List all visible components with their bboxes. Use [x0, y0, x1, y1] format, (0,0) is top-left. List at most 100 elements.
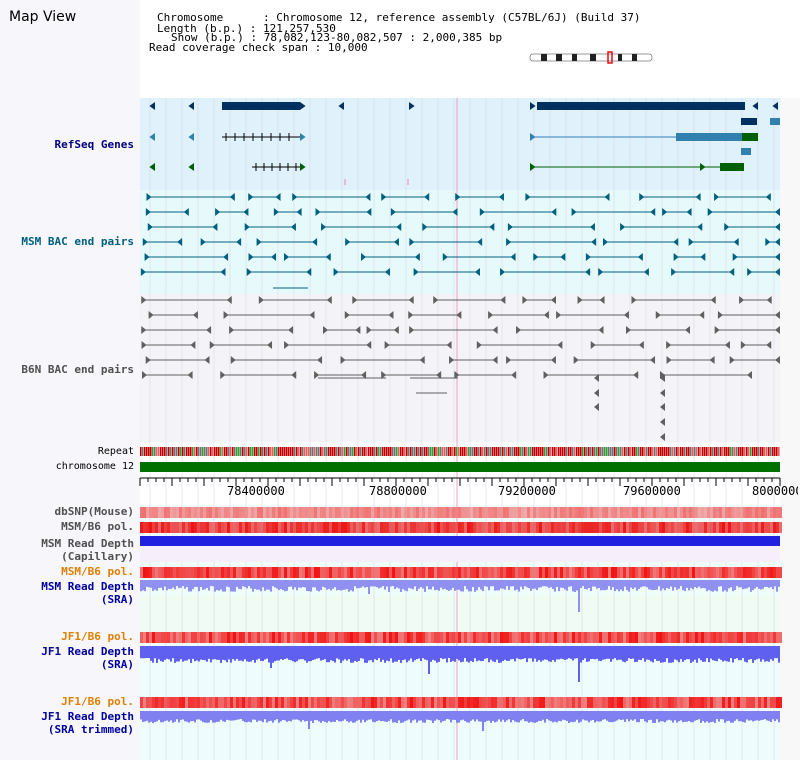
- depth-bar: [446, 646, 448, 663]
- track-label-msm-b6-pol-2[interactable]: MSM/B6 pol.: [61, 565, 134, 578]
- depth-bar: [268, 536, 270, 552]
- depth-bar: [504, 536, 506, 550]
- heat-mark: [536, 632, 539, 643]
- track-label-refseq-genes[interactable]: RefSeq Genes: [54, 138, 134, 151]
- heat-mark: [176, 522, 179, 533]
- heat-mark: [296, 632, 299, 643]
- depth-bar: [458, 711, 460, 723]
- heat-mark: [170, 567, 173, 578]
- depth-bar: [758, 580, 760, 589]
- depth-bar: [312, 646, 314, 661]
- heat-mark: [200, 507, 203, 518]
- heat-mark: [632, 522, 635, 533]
- heat-mark: [776, 507, 779, 518]
- depth-bar: [736, 646, 738, 659]
- track-label-jf1-depth-trimmed[interactable]: JF1 Read Depth: [41, 710, 134, 723]
- heat-mark: [542, 522, 545, 533]
- right-margin-bg: [780, 98, 800, 760]
- heat-mark: [701, 507, 704, 518]
- bac-end: [710, 296, 716, 304]
- heat-mark: [377, 507, 380, 518]
- heat-mark: [659, 697, 662, 708]
- heat-mark: [683, 567, 686, 578]
- depth-bar: [494, 580, 496, 591]
- heat-mark: [395, 567, 398, 578]
- repeat-mark: [520, 447, 522, 456]
- depth-bar: [482, 580, 484, 592]
- depth-bar: [156, 711, 158, 722]
- repeat-mark: [306, 447, 308, 456]
- repeat-mark: [160, 447, 162, 456]
- bac-end: [655, 311, 661, 319]
- ideogram-band: [590, 54, 596, 61]
- heat-mark: [710, 697, 713, 708]
- depth-bar: [338, 646, 340, 660]
- heat-mark: [707, 567, 710, 578]
- track-label-msm-bac[interactable]: MSM BAC end pairs: [21, 235, 134, 248]
- track-label-msm-b6-pol[interactable]: MSM/B6 pol.: [61, 520, 134, 533]
- depth-bar: [162, 580, 164, 591]
- heat-mark: [539, 507, 542, 518]
- track-label-jf1-depth-sra[interactable]: JF1 Read Depth: [41, 645, 134, 658]
- depth-bar: [542, 536, 544, 554]
- heat-mark: [488, 567, 491, 578]
- heat-mark: [635, 632, 638, 643]
- heat-mark: [755, 632, 758, 643]
- depth-bar: [246, 646, 248, 662]
- depth-bar: [726, 580, 728, 592]
- heat-mark: [536, 507, 539, 518]
- depth-bar: [734, 711, 736, 721]
- track-label-jf1-b6-pol-2[interactable]: JF1/B6 pol.: [61, 695, 134, 708]
- depth-bar: [688, 711, 690, 722]
- track-label-b6n-bac[interactable]: B6N BAC end pairs: [21, 363, 134, 376]
- heat-mark: [686, 522, 689, 533]
- heat-mark: [446, 522, 449, 533]
- heat-mark: [509, 632, 512, 643]
- bac-end: [660, 389, 665, 397]
- depth-bar: [624, 711, 626, 722]
- heat-mark: [644, 507, 647, 518]
- repeat-mark: [194, 447, 196, 456]
- heat-mark: [674, 697, 677, 708]
- heat-mark: [545, 507, 548, 518]
- bac-end: [206, 326, 212, 334]
- repeat-mark: [420, 447, 422, 456]
- bac-end: [413, 268, 419, 276]
- depth-bar: [384, 580, 386, 590]
- heat-mark: [380, 507, 383, 518]
- depth-bar: [572, 646, 574, 661]
- heat-mark: [437, 567, 440, 578]
- depth-bar: [348, 711, 350, 723]
- depth-bar: [186, 646, 188, 661]
- track-label-dbsnp[interactable]: dbSNP(Mouse): [54, 505, 134, 518]
- depth-bar: [664, 580, 666, 591]
- depth-bar: [442, 711, 444, 722]
- bac-end: [638, 341, 644, 349]
- heat-mark: [362, 697, 365, 708]
- depth-bar: [350, 580, 352, 591]
- depth-bar: [182, 646, 184, 662]
- track-label-msm-depth-sra[interactable]: MSM Read Depth: [41, 580, 134, 593]
- repeat-mark: [754, 447, 756, 456]
- heat-mark: [740, 567, 743, 578]
- repeat-mark: [724, 447, 726, 456]
- track-label-jf1-b6-pol[interactable]: JF1/B6 pol.: [61, 630, 134, 643]
- heat-mark: [461, 507, 464, 518]
- heat-mark: [473, 567, 476, 578]
- repeat-mark: [508, 447, 510, 456]
- heat-mark: [251, 632, 254, 643]
- heat-mark: [629, 567, 632, 578]
- bac-end: [236, 238, 242, 246]
- repeat-mark: [464, 447, 466, 456]
- depth-bar: [358, 646, 360, 661]
- depth-bar: [472, 580, 474, 588]
- depth-bar: [478, 536, 480, 553]
- heat-mark: [407, 522, 410, 533]
- heat-mark: [269, 507, 272, 518]
- depth-bar: [468, 580, 470, 592]
- heat-mark: [710, 567, 713, 578]
- depth-bar: [214, 580, 216, 592]
- track-label-msm-depth-capillary[interactable]: MSM Read Depth: [41, 537, 134, 550]
- depth-bar: [710, 646, 712, 659]
